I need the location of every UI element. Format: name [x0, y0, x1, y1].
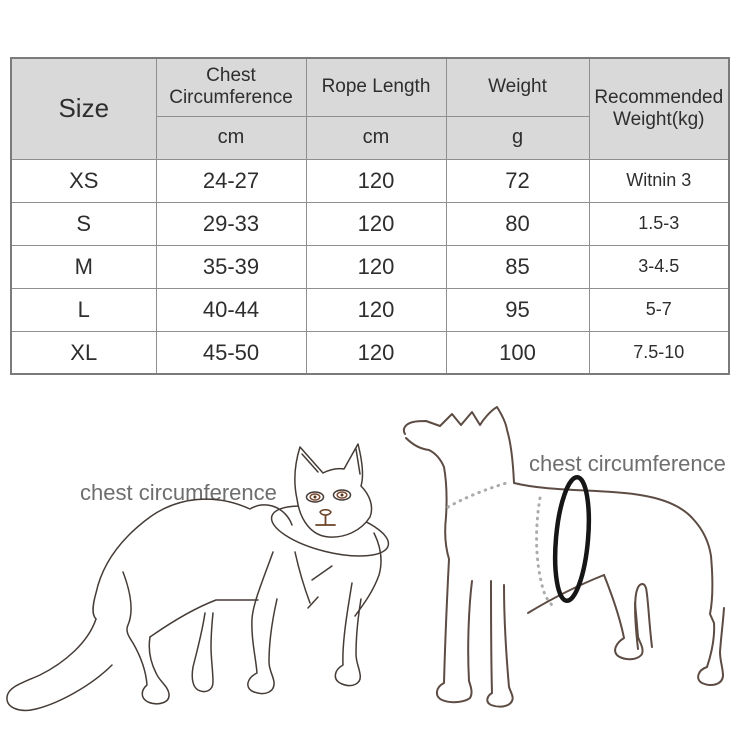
cat-chest-edge	[354, 532, 382, 617]
table-cell: 35-39	[155, 244, 307, 289]
dog-chest-label: chest circumference	[529, 451, 726, 476]
dog-near-hind-leg	[603, 574, 644, 661]
col-header-rope: Rope Length	[305, 57, 447, 117]
col-header-chest: Chest Circumference	[155, 57, 307, 117]
cat-pupil	[313, 495, 317, 499]
cat-tail	[6, 618, 113, 712]
table-cell: L	[10, 287, 157, 332]
unit-rope: cm	[305, 115, 447, 160]
dog-belly-line	[527, 574, 605, 614]
table-cell: 80	[445, 201, 590, 246]
table-cell: 120	[305, 244, 447, 289]
cat-eye	[305, 491, 325, 503]
cat-hind-leg	[122, 571, 170, 705]
cat-iris	[336, 491, 348, 499]
table-cell: 40-44	[155, 287, 307, 332]
table-cell: XL	[10, 330, 157, 375]
cat-far-hind-leg	[191, 612, 214, 693]
unit-weight: g	[445, 115, 590, 160]
table-cell: S	[10, 201, 157, 246]
table-cell: Witnin 3	[588, 158, 730, 203]
cat-back-outline	[92, 498, 293, 620]
table-cell: 29-33	[155, 201, 307, 246]
cat-mouth	[315, 515, 336, 526]
size-table-body: XS 24-27 120 72 Witnin 3 S 29-33 120 80 …	[10, 158, 730, 375]
table-cell: 24-27	[155, 158, 307, 203]
size-row-xl: XL 45-50 120 100 7.5-10	[10, 330, 730, 375]
header-row-units: cm cm g	[11, 115, 729, 160]
cat-illustration	[6, 443, 390, 712]
cat-inner-ear	[301, 453, 319, 473]
table-cell: 120	[305, 158, 447, 203]
cat-neck-line	[294, 551, 311, 604]
header-row-labels: Size Chest Circumference Rope Length Wei…	[10, 57, 730, 160]
cat-belly-line	[149, 599, 259, 638]
cat-chest-detail-line	[311, 565, 333, 581]
size-row-m: M 35-39 120 85 3-4.5	[10, 244, 730, 289]
cat-nose	[319, 509, 332, 516]
dog-chest-dotted-line	[535, 496, 554, 607]
table-cell: 120	[305, 287, 447, 332]
cat-far-front-leg	[247, 551, 278, 695]
cat-iris	[309, 493, 321, 501]
dog-chest-measure-ellipse	[552, 474, 592, 604]
size-row-s: S 29-33 120 80 1.5-3	[10, 201, 730, 246]
table-cell: 3-4.5	[588, 244, 730, 289]
dog-illustration	[402, 406, 725, 708]
table-cell: 100	[445, 330, 590, 375]
table-cell: 5-7	[588, 287, 730, 332]
size-table: Size Chest Circumference Rope Length Wei…	[10, 57, 730, 375]
cat-near-front-leg	[334, 582, 362, 687]
table-cell: 72	[445, 158, 590, 203]
table-cell: 1.5-3	[588, 201, 730, 246]
table-cell: M	[10, 244, 157, 289]
table-cell: 45-50	[155, 330, 307, 375]
size-row-l: L 40-44 120 95 5-7	[10, 287, 730, 332]
col-header-recommended: Recommended Weight(kg)	[588, 57, 730, 160]
cat-pupil	[340, 493, 344, 497]
table-cell: 120	[305, 201, 447, 246]
dog-far-front-leg	[486, 580, 514, 708]
dog-jaw-chest-front-leg	[405, 437, 473, 704]
cat-chest-label: chest circumference	[80, 480, 277, 505]
table-cell: 7.5-10	[588, 330, 730, 375]
dog-head-back-outline	[402, 406, 725, 686]
table-cell: 120	[305, 330, 447, 375]
dog-inner-hind-leg	[634, 583, 653, 650]
dog-neck-dotted-line	[446, 480, 512, 509]
size-row-xs: XS 24-27 120 72 Witnin 3	[10, 158, 730, 203]
table-cell: XS	[10, 158, 157, 203]
table-cell: 95	[445, 287, 590, 332]
cat-eye	[332, 489, 352, 501]
cat-inner-ear	[355, 448, 361, 475]
size-table-header: Size Chest Circumference Rope Length Wei…	[10, 57, 730, 160]
table-cell: 85	[445, 244, 590, 289]
unit-chest: cm	[155, 115, 307, 160]
cat-chest-detail-line	[307, 596, 319, 609]
col-header-weight: Weight	[445, 57, 590, 117]
col-header-size: Size	[10, 57, 157, 160]
